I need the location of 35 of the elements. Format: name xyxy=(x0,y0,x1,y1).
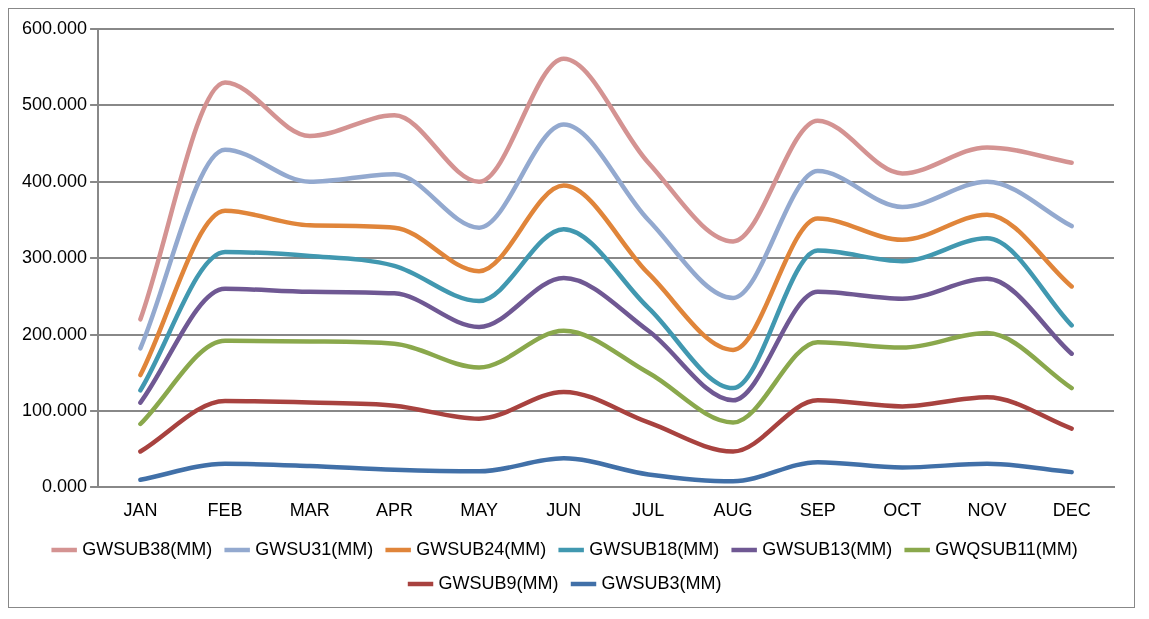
y-tick-label: 0.000 xyxy=(42,476,88,497)
line-series xyxy=(138,183,1074,378)
x-tick-label: MAR xyxy=(289,500,330,521)
legend-label: GWQSUB11(MM) xyxy=(935,538,1078,559)
line-series xyxy=(138,328,1074,427)
line-series xyxy=(138,456,1074,484)
line-series xyxy=(138,56,1074,322)
line-series xyxy=(138,122,1074,351)
x-tick-label: JUL xyxy=(632,500,665,521)
y-tick-label: 600.000 xyxy=(21,17,88,38)
y-tick-label: 200.000 xyxy=(21,323,88,344)
legend-label: GWSUB24(MM) xyxy=(416,538,547,559)
x-tick-label: NOV xyxy=(967,500,1007,521)
legend-label: GWSUB3(MM) xyxy=(601,572,722,593)
y-tick-label: 300.000 xyxy=(21,247,88,268)
legend-label: GWSUB9(MM) xyxy=(438,572,559,593)
legend-label: GWSUB18(MM) xyxy=(589,538,720,559)
x-tick-label: AUG xyxy=(713,500,753,521)
x-tick-label: SEP xyxy=(799,500,836,521)
legend-label: GWSUB13(MM) xyxy=(762,538,893,559)
x-tick-label: JUN xyxy=(546,500,582,521)
x-tick-label: FEB xyxy=(207,500,243,521)
x-tick-label: DEC xyxy=(1052,500,1091,521)
line-series xyxy=(138,389,1074,454)
y-tick-label: 500.000 xyxy=(21,94,88,115)
y-tick-label: 400.000 xyxy=(21,170,88,191)
x-tick-label: OCT xyxy=(883,500,922,521)
y-tick-label: 100.000 xyxy=(21,399,88,420)
line-series xyxy=(138,275,1074,405)
x-tick-label: APR xyxy=(375,500,413,521)
line-series xyxy=(138,226,1074,393)
legend-label: GWSU31(MM) xyxy=(255,538,374,559)
legend-label: GWSUB38(MM) xyxy=(82,538,213,559)
x-tick-label: MAY xyxy=(460,500,498,521)
x-tick-label: JAN xyxy=(123,500,158,521)
